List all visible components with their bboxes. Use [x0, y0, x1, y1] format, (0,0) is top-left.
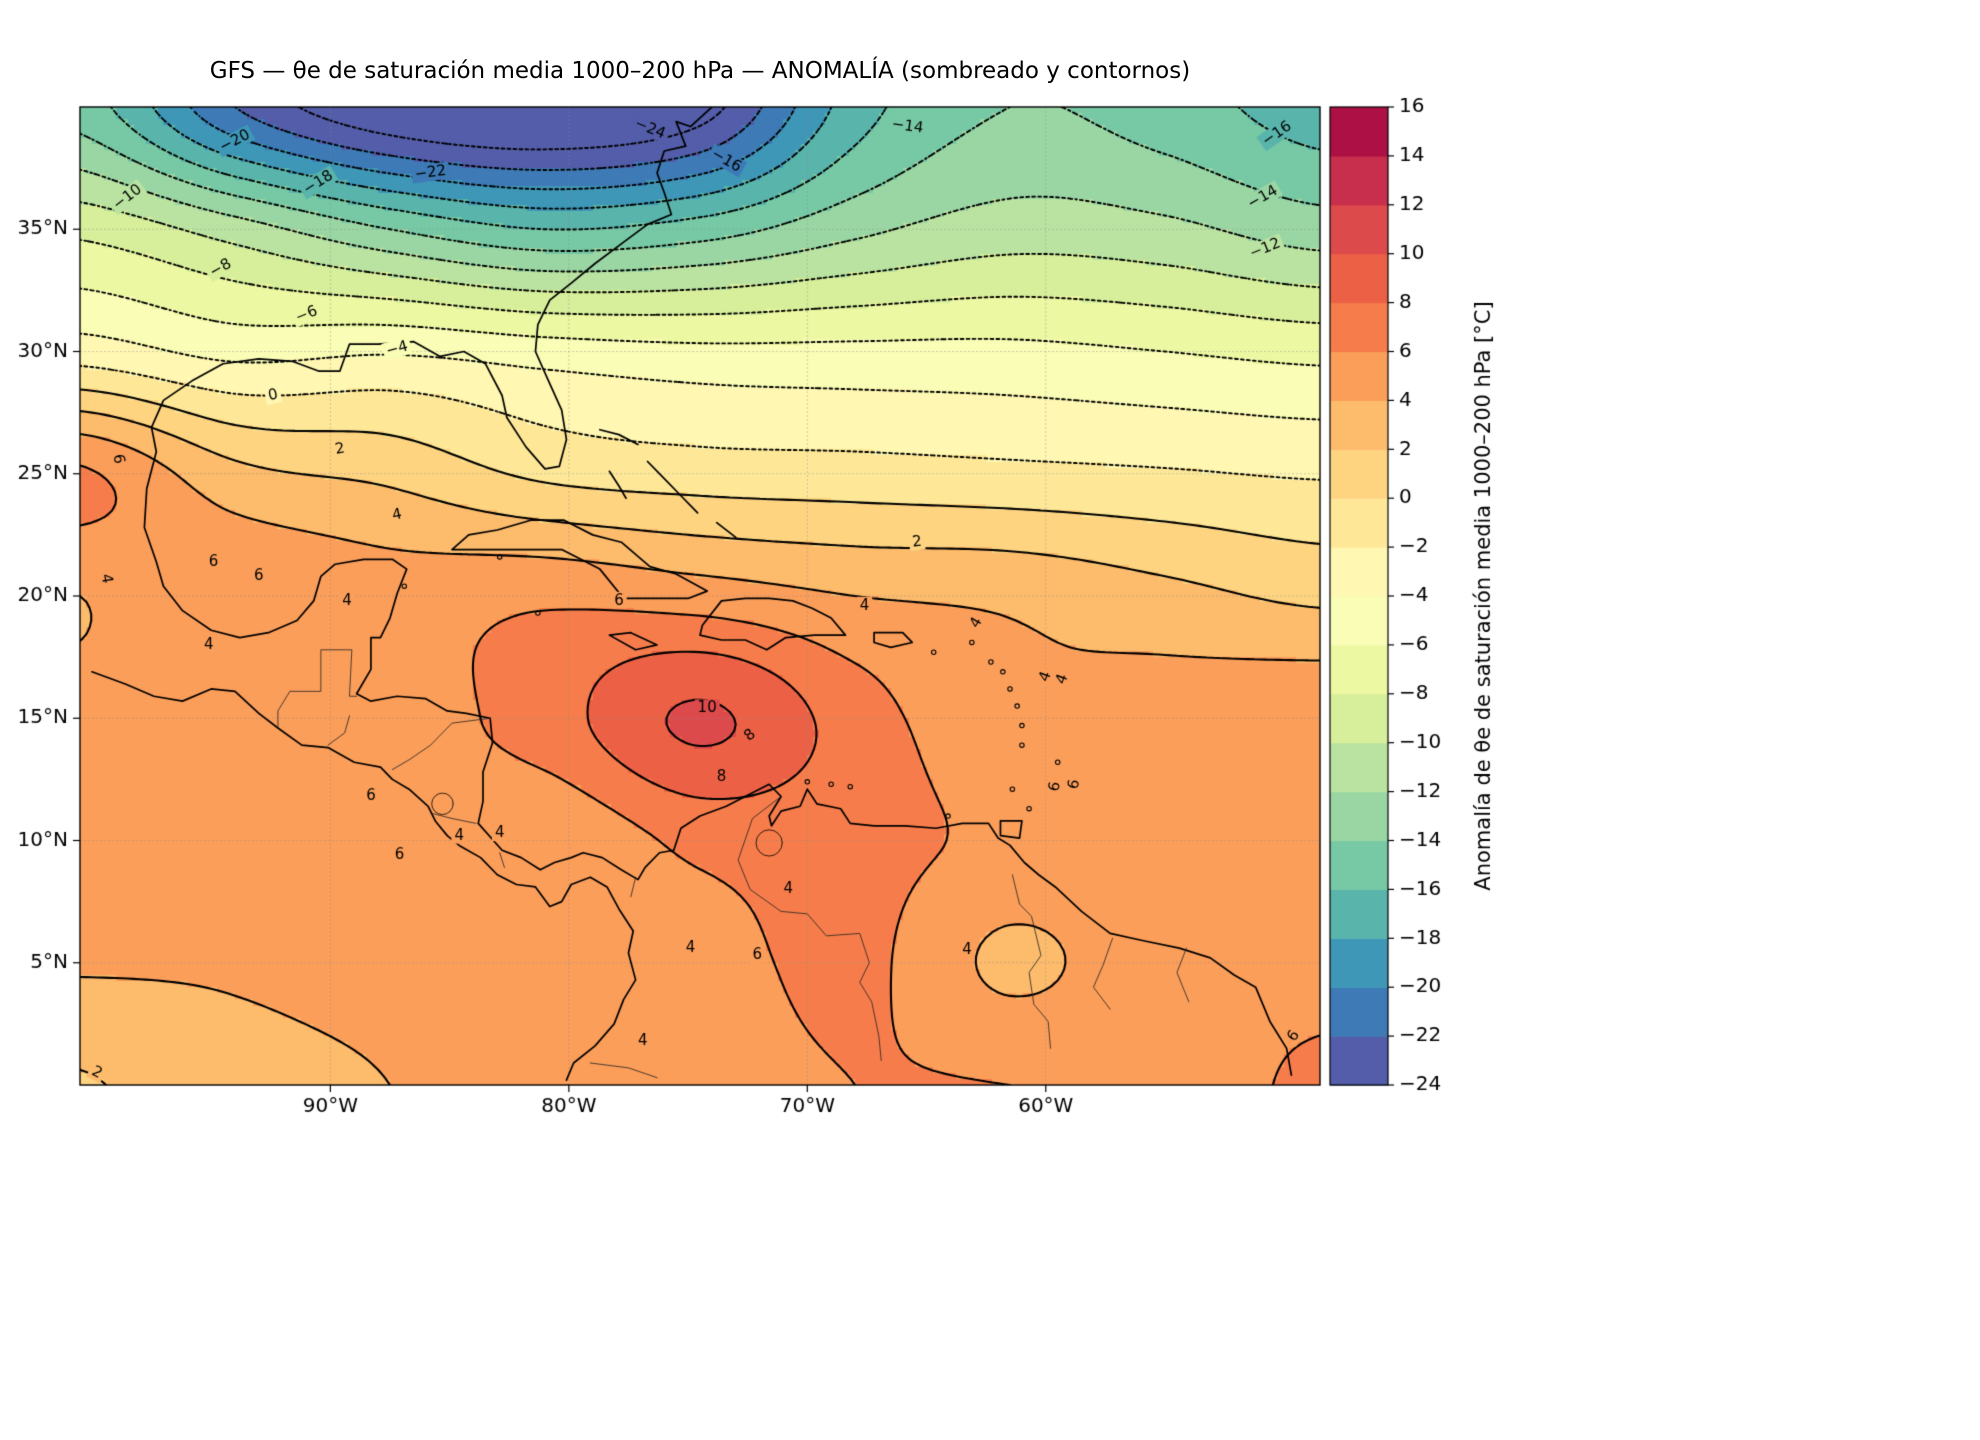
weather-chart-page: GFS — θe de saturación media 1000–200 hP…: [0, 0, 1980, 1440]
weather-map-canvas: [0, 0, 1980, 1440]
